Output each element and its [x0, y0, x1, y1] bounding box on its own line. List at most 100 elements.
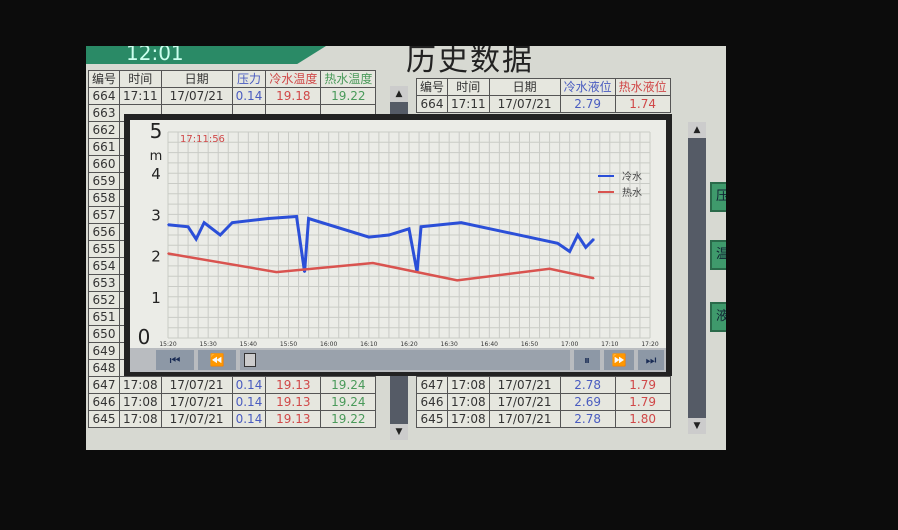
column-header: 热水液位 [614, 78, 671, 96]
scroll-up-icon[interactable]: ▲ [688, 122, 706, 138]
table-cell: 647 [87, 376, 121, 394]
table-cell: 17/07/21 [160, 376, 233, 394]
legend-label: 冷水 [622, 170, 642, 183]
y-tick-label: 5 [150, 120, 163, 143]
table-cell: 17/07/21 [488, 410, 561, 428]
data-point [576, 234, 579, 236]
table-cell: 17/07/21 [488, 376, 561, 394]
x-tick-label: 16:30 [441, 341, 458, 348]
first-button[interactable]: ⏮ [156, 350, 194, 370]
data-point [420, 225, 422, 228]
x-tick-label: 16:10 [360, 341, 377, 348]
y-tick-label: 2 [151, 248, 161, 266]
plot-area: 0 1 2 3 4 5 m 15:20 15:30 15:40 15:50 16:00 16:10 16:… [130, 119, 666, 349]
x-tick-label: 16:20 [400, 341, 417, 348]
table-cell: 648 [87, 359, 121, 377]
table-cell: 0.14 [231, 410, 267, 428]
series-line-hot [167, 252, 595, 282]
table-cell: 656 [87, 223, 121, 241]
data-point [195, 238, 197, 240]
x-tick-label: 15:20 [159, 341, 176, 348]
data-point [388, 234, 390, 236]
pause-button[interactable]: ⏸ [574, 350, 600, 370]
table-cell: 17:08 [119, 376, 162, 394]
column-header: 冷水温度 [265, 70, 322, 88]
table-row: 647 17:08 17/07/21 0.14 19.13 19.24 [87, 376, 377, 394]
table-cell: 663 [87, 104, 121, 122]
table-cell: 662 [87, 121, 121, 139]
data-point [556, 242, 559, 245]
pressure-button[interactable]: 压力 [710, 182, 726, 212]
x-tick-label: 17:20 [641, 341, 658, 348]
table-cell: 646 [415, 393, 449, 411]
table-cell: 645 [87, 410, 121, 428]
data-point [408, 228, 410, 230]
x-tick-label: 15:50 [280, 341, 297, 348]
data-point [372, 262, 374, 264]
column-header: 时间 [119, 70, 162, 88]
table-cell: 1.79 [614, 393, 671, 411]
table-cell: 17:08 [119, 393, 162, 411]
table-cell: 651 [87, 308, 121, 326]
data-point [584, 246, 587, 249]
last-button[interactable]: ⏭ [638, 350, 664, 370]
table-row: 646 17:08 17/07/21 0.14 19.13 19.24 [87, 393, 377, 411]
data-point [368, 236, 370, 238]
legend-label: 热水 [622, 186, 642, 199]
data-point [219, 234, 222, 236]
page-title: 历史数据 [406, 46, 534, 78]
time-scrollbar[interactable] [240, 350, 570, 370]
table-cell: 657 [87, 206, 121, 224]
table-cell: 1.79 [614, 376, 671, 394]
forward-button[interactable]: ⏩ [604, 350, 634, 370]
scroll-down-icon[interactable]: ▼ [390, 424, 408, 440]
table-cell: 17/07/21 [160, 393, 233, 411]
table-row: 646 17:08 17/07/21 2.69 1.79 [415, 393, 671, 411]
table-cell: 650 [87, 325, 121, 343]
table-cell: 17:11 [447, 95, 490, 113]
trend-timestamp: 17:11:56 [180, 134, 225, 145]
data-point [187, 225, 189, 228]
data-point [203, 221, 205, 224]
scroll-thumb[interactable] [244, 353, 256, 367]
table-cell: 645 [415, 410, 449, 428]
rewind-button[interactable]: ⏪ [198, 350, 236, 370]
data-point [592, 277, 595, 280]
data-point [592, 238, 595, 240]
level-button[interactable]: 液位 [710, 302, 726, 332]
table-row: 664 17:11 17/07/21 0.14 19.18 19.22 [87, 87, 377, 105]
column-header: 编号 [87, 70, 121, 88]
table-cell: 19.24 [320, 376, 377, 394]
scroll-up-icon[interactable]: ▲ [390, 86, 408, 102]
data-point [548, 267, 551, 270]
y-axis-unit: m [150, 149, 163, 164]
column-header: 日期 [160, 70, 233, 88]
x-tick-label: 16:40 [481, 341, 498, 348]
data-point [295, 215, 298, 218]
column-header: 冷水液位 [559, 78, 616, 96]
scroll-down-icon[interactable]: ▼ [688, 418, 706, 434]
y-tick-label: 0 [138, 325, 151, 348]
table-cell: 19.24 [320, 393, 377, 411]
data-point [460, 221, 463, 224]
right-scrollbar[interactable] [688, 122, 706, 434]
table-row: 647 17:08 17/07/21 2.78 1.79 [415, 376, 671, 394]
table-cell: 2.78 [559, 410, 616, 428]
table-cell: 655 [87, 240, 121, 258]
temperature-button[interactable]: 温度 [710, 240, 726, 270]
table-cell: 1.74 [614, 95, 671, 113]
table-cell: 19.22 [320, 410, 377, 428]
table-cell: 649 [87, 342, 121, 360]
clock-banner: 12:01 [86, 46, 326, 64]
table-cell: 19.13 [265, 410, 322, 428]
table-cell: 19.13 [265, 376, 322, 394]
table-cell: 652 [87, 291, 121, 309]
table-cell: 0.14 [231, 376, 267, 394]
table-cell: 664 [87, 87, 121, 105]
table-cell: 2.78 [559, 376, 616, 394]
x-tick-label: 16:50 [521, 341, 538, 348]
table-cell: 17/07/21 [488, 393, 561, 411]
data-point [267, 217, 270, 220]
table-cell: 659 [87, 172, 121, 190]
table-cell: 17:08 [447, 393, 490, 411]
